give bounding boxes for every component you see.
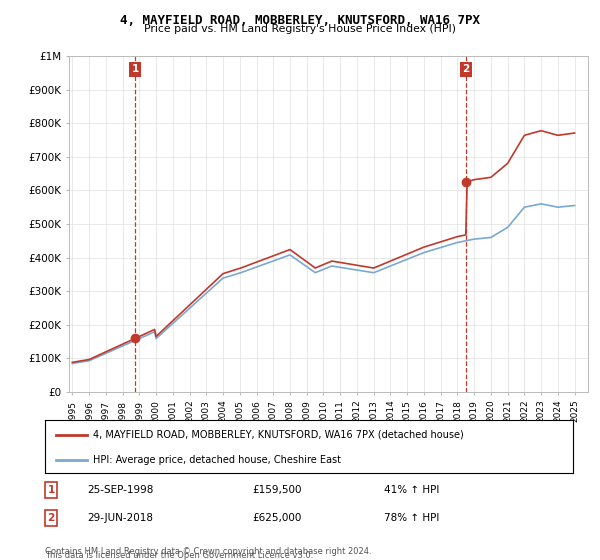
Text: 25-SEP-1998: 25-SEP-1998	[87, 485, 154, 495]
Text: 29-JUN-2018: 29-JUN-2018	[87, 513, 153, 523]
Text: 2: 2	[47, 513, 55, 523]
Text: Contains HM Land Registry data © Crown copyright and database right 2024.: Contains HM Land Registry data © Crown c…	[45, 547, 371, 556]
Text: 4, MAYFIELD ROAD, MOBBERLEY, KNUTSFORD, WA16 7PX: 4, MAYFIELD ROAD, MOBBERLEY, KNUTSFORD, …	[120, 14, 480, 27]
Text: This data is licensed under the Open Government Licence v3.0.: This data is licensed under the Open Gov…	[45, 551, 313, 560]
Text: £625,000: £625,000	[252, 513, 301, 523]
Text: £159,500: £159,500	[252, 485, 302, 495]
Text: 4, MAYFIELD ROAD, MOBBERLEY, KNUTSFORD, WA16 7PX (detached house): 4, MAYFIELD ROAD, MOBBERLEY, KNUTSFORD, …	[92, 430, 463, 440]
Text: 2: 2	[462, 64, 469, 74]
Text: 1: 1	[131, 64, 139, 74]
Text: HPI: Average price, detached house, Cheshire East: HPI: Average price, detached house, Ches…	[92, 455, 341, 465]
Text: 41% ↑ HPI: 41% ↑ HPI	[384, 485, 439, 495]
Text: 1: 1	[47, 485, 55, 495]
Text: 78% ↑ HPI: 78% ↑ HPI	[384, 513, 439, 523]
Text: Price paid vs. HM Land Registry's House Price Index (HPI): Price paid vs. HM Land Registry's House …	[144, 24, 456, 34]
